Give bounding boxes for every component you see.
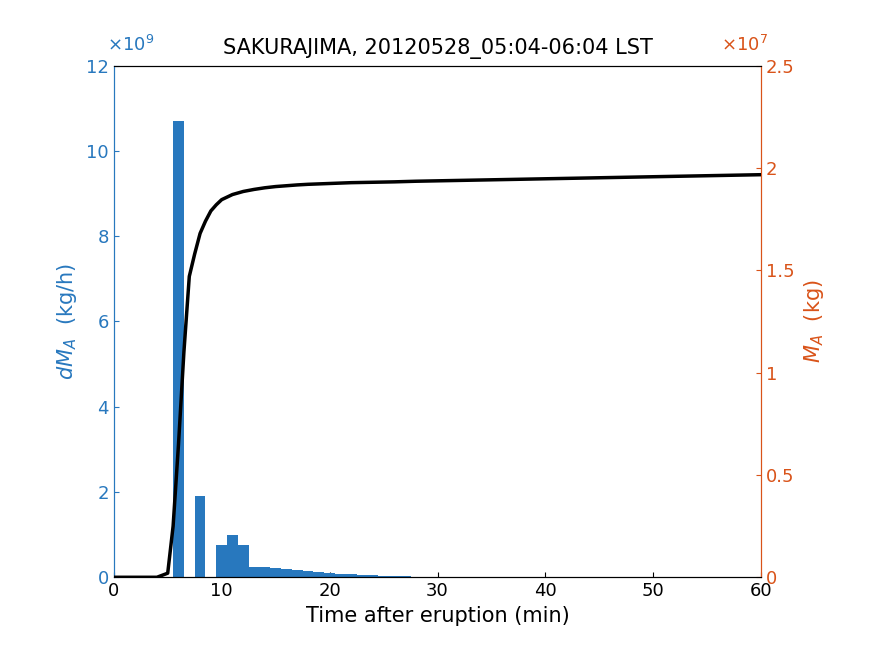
Bar: [260, 567, 270, 577]
Text: $\times10^9$: $\times10^9$: [108, 35, 155, 55]
Bar: [173, 121, 184, 577]
Text: $\times10^7$: $\times10^7$: [721, 35, 767, 55]
Bar: [325, 573, 335, 577]
Bar: [216, 545, 228, 577]
Bar: [270, 568, 281, 577]
Bar: [357, 575, 368, 577]
Y-axis label: $M_A$  (kg): $M_A$ (kg): [802, 279, 826, 363]
Bar: [228, 535, 238, 577]
Bar: [194, 496, 206, 577]
Bar: [281, 569, 292, 577]
Bar: [303, 571, 313, 577]
Bar: [292, 569, 303, 577]
Bar: [313, 572, 325, 577]
Bar: [388, 576, 400, 577]
Title: SAKURAJIMA, 20120528_05:04-06:04 LST: SAKURAJIMA, 20120528_05:04-06:04 LST: [222, 39, 653, 60]
Bar: [248, 567, 260, 577]
Bar: [368, 575, 378, 577]
Bar: [346, 574, 357, 577]
Y-axis label: $dM_A$  (kg/h): $dM_A$ (kg/h): [55, 263, 79, 380]
Bar: [238, 545, 248, 577]
X-axis label: Time after eruption (min): Time after eruption (min): [305, 605, 570, 626]
Bar: [378, 575, 388, 577]
Bar: [335, 574, 346, 577]
